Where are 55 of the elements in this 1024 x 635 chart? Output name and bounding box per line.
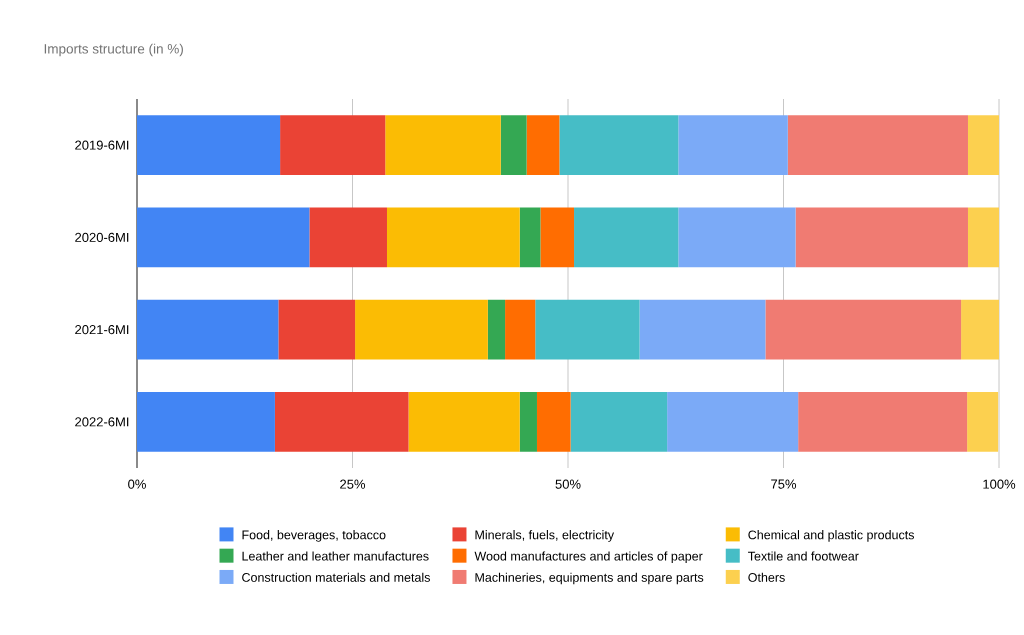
bar: [678, 207, 796, 268]
bar: [678, 115, 788, 176]
bar: [526, 115, 560, 176]
bar: [540, 207, 575, 268]
x-tick-label: 0%: [128, 479, 146, 489]
legend-label: Textile and footwear: [748, 551, 859, 561]
x-tick-label: 100%: [983, 479, 1016, 489]
bar: [559, 115, 679, 176]
y-tick-label: 2019-6MI: [75, 140, 129, 150]
bar: [787, 115, 968, 176]
bar: [278, 299, 356, 360]
bar: [535, 299, 640, 360]
x-tick-label: 50%: [555, 479, 581, 489]
bar: [967, 207, 1000, 268]
bar: [355, 299, 488, 360]
bar: [137, 299, 279, 360]
bar: [408, 391, 520, 452]
y-tick-label: 2021-6MI: [75, 325, 129, 335]
bar: [795, 207, 968, 268]
bar: [798, 391, 968, 452]
legend-label: Food, beverages, tobacco: [242, 530, 386, 542]
legend-label: Chemical and plastic products: [748, 530, 915, 542]
legend-label: Others: [748, 572, 785, 582]
legend-label: Machineries, equipments and spare parts: [475, 572, 704, 585]
legend-label: Leather and leather manufactures: [242, 551, 429, 561]
x-tick-label: 75%: [771, 479, 797, 489]
bar: [639, 299, 766, 360]
legend-label: Wood manufactures and articles of paper: [474, 551, 703, 564]
bar: [280, 115, 386, 176]
bar: [967, 391, 999, 452]
chart-title: Imports structure (in %): [44, 43, 183, 57]
bar: [137, 115, 281, 176]
bar: [274, 391, 409, 452]
legend-label: Construction materials and metals: [242, 572, 430, 582]
bar: [574, 207, 679, 268]
bar: [967, 115, 1000, 176]
bar: [519, 391, 537, 452]
y-tick-label: 2020-6MI: [75, 232, 129, 242]
bar: [961, 299, 1000, 360]
bar: [570, 391, 668, 452]
bar: [385, 115, 501, 176]
bar: [386, 207, 520, 268]
bar: [500, 115, 527, 176]
bar: [765, 299, 962, 360]
bar: [536, 391, 571, 452]
bar: [667, 391, 799, 452]
bar: [487, 299, 506, 360]
legend-label: Minerals, fuels, electricity: [475, 530, 615, 542]
bar: [505, 299, 536, 360]
bar: [519, 207, 541, 268]
bar: [309, 207, 387, 268]
bar: [137, 207, 310, 268]
y-tick-label: 2022-6MI: [75, 417, 129, 427]
x-tick-label: 25%: [340, 479, 366, 489]
bar: [137, 391, 275, 452]
